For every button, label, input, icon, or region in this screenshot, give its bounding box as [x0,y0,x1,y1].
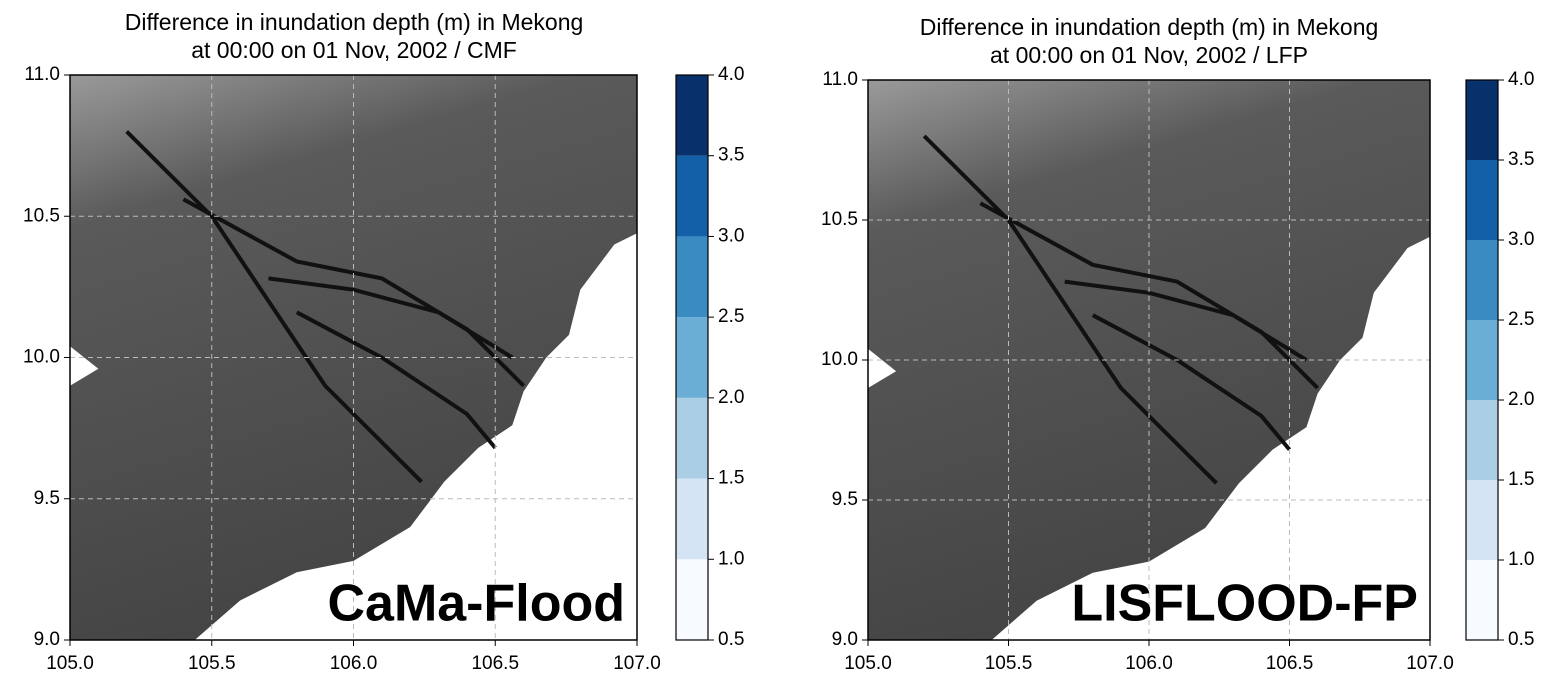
x-tick-label: 105.0 [46,653,94,674]
colorbar-tick-label: 4.0 [718,64,744,85]
colorbar-tick-label: 1.0 [1508,549,1534,570]
colorbar-bin [1466,80,1498,160]
y-tick-label: 9.5 [832,489,858,510]
chart-title: at 00:00 on 01 Nov, 2002 / LFP [990,42,1308,68]
x-tick-label: 106.0 [330,653,378,674]
colorbar-tick-label: 2.5 [1508,309,1534,330]
x-tick-label: 105.0 [844,653,892,674]
colorbar-tick-label: 3.0 [1508,229,1534,250]
colorbar-bin [676,559,708,640]
colorbar-tick-label: 1.0 [718,548,744,569]
y-tick-label: 10.0 [821,349,858,370]
colorbar-tick-label: 3.0 [718,225,744,246]
colorbar-bin [676,397,708,479]
colorbar-bin [1466,400,1498,480]
colorbar-bin [676,236,708,318]
colorbar-tick-label: 0.5 [718,629,744,650]
colorbar-bin [676,478,708,560]
colorbar-tick-label: 4.0 [1508,69,1534,90]
colorbar-tick-label: 1.5 [1508,469,1534,490]
chart-title: Difference in inundation depth (m) in Me… [920,14,1379,40]
river [979,201,1320,390]
x-tick-label: 107.0 [1406,653,1454,674]
colorbar-bin [1466,560,1498,640]
river [268,276,514,360]
colorbar-bin [1466,480,1498,560]
river [182,197,526,388]
colorbar-tick-label: 1.5 [718,468,744,489]
y-tick-label: 10.5 [821,209,858,230]
river [295,310,497,450]
x-tick-label: 106.5 [1266,653,1314,674]
y-tick-label: 9.0 [34,629,60,650]
colorbar-bin [1466,240,1498,320]
y-tick-label: 9.0 [832,629,858,650]
river [125,130,423,484]
x-tick-label: 105.5 [188,653,236,674]
colorbar-tick-label: 2.0 [718,387,744,408]
y-tick-label: 11.0 [24,64,60,85]
colorbar-bin [1466,160,1498,240]
model-label: LISFLOOD-FP [1071,575,1418,633]
plot-frame [867,79,1431,641]
y-tick-label: 10.5 [23,205,60,226]
colorbar-bin [676,75,708,156]
colorbar-tick-label: 2.0 [1508,389,1534,410]
model-label: CaMa-Flood [327,575,625,633]
y-tick-label: 10.0 [23,347,60,368]
colorbar-bin [676,155,708,237]
plot-frame [69,74,638,641]
river [1091,313,1292,451]
colorbar-bin [676,317,708,398]
colorbar-tick-label: 0.5 [1508,629,1534,650]
y-tick-label: 11.0 [822,69,858,90]
y-tick-label: 9.5 [34,488,60,509]
x-tick-label: 105.5 [985,653,1033,674]
colorbar-tick-label: 2.5 [718,306,744,327]
colorbar-bin [1466,320,1498,400]
x-tick-label: 106.0 [1125,653,1173,674]
chart-title: at 00:00 on 01 Nov, 2002 / CMF [191,37,517,63]
colorbar-tick-label: 3.5 [718,145,744,166]
colorbar-frame [675,74,709,641]
river [1064,279,1308,362]
x-tick-label: 107.0 [613,653,661,674]
river [922,134,1218,485]
colorbar-tick-label: 3.5 [1508,149,1534,170]
x-tick-label: 106.5 [471,653,519,674]
colorbar-frame [1465,79,1499,641]
chart-title: Difference in inundation depth (m) in Me… [125,9,584,35]
